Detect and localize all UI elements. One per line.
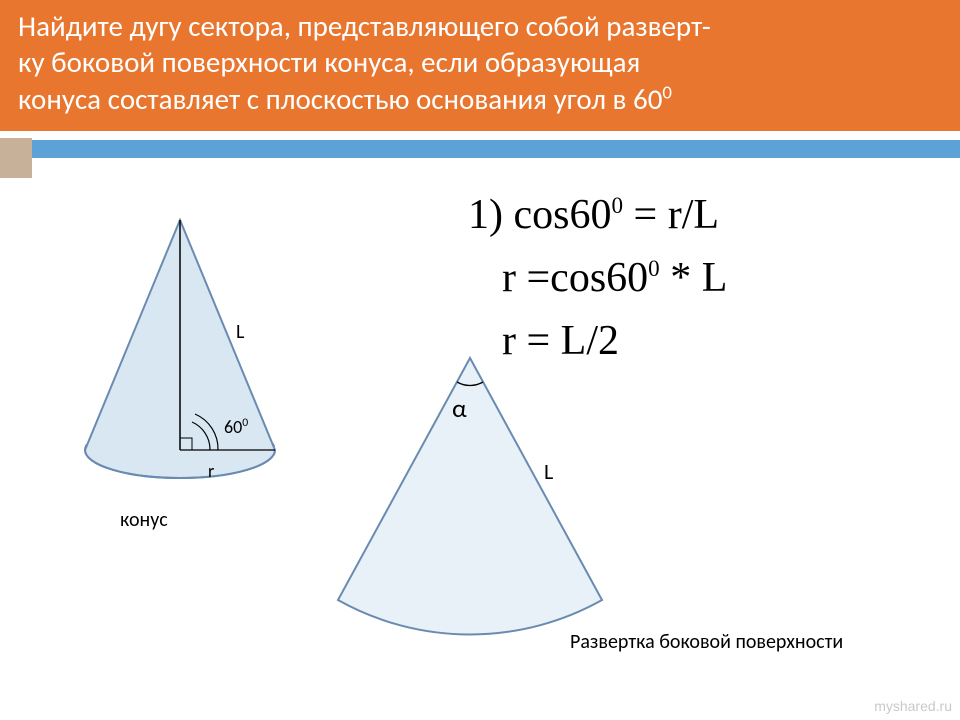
title-banner: Найдите дугу сектора, представляющего со… <box>0 0 960 131</box>
cone-caption: конус <box>120 508 168 532</box>
sector-diagram <box>310 340 630 670</box>
sector-alpha-label: α <box>452 392 467 424</box>
title-line3-sup: 0 <box>662 81 672 104</box>
math-line-2: r =cos600 * L <box>468 247 727 310</box>
cone-angle-sup: 0 <box>242 416 248 430</box>
math-l1sup: 0 <box>611 192 623 218</box>
title-line3: конуса составляет с плоскостью основания… <box>18 81 662 117</box>
sector-L-label: L <box>544 458 553 485</box>
title-line1: Найдите дугу сектора, представляющего со… <box>18 8 711 44</box>
cone-L-label: L <box>236 320 244 344</box>
math-l1a: 1) cos60 <box>468 192 611 238</box>
content-area: 1) cos600 = r/L r =cos600 * L r = L/2 L … <box>0 160 960 720</box>
title-line2: ку боковой поверхности конуса, если обра… <box>18 44 640 80</box>
math-line-1: 1) cos600 = r/L <box>468 184 727 247</box>
cone-r-label: r <box>208 460 214 482</box>
math-l2sup: 0 <box>648 255 660 281</box>
accent-strip <box>32 140 960 158</box>
cone-angle-num: 60 <box>224 416 242 438</box>
math-l2a: r =cos60 <box>502 255 648 301</box>
watermark: myshared.ru <box>874 698 952 714</box>
sector-caption: Развертка боковой поверхности <box>570 630 843 654</box>
cone-angle-label: 600 <box>224 416 248 438</box>
cone-diagram <box>60 200 300 500</box>
math-l1b: = r/L <box>623 192 719 238</box>
math-l2b: * L <box>660 255 728 301</box>
